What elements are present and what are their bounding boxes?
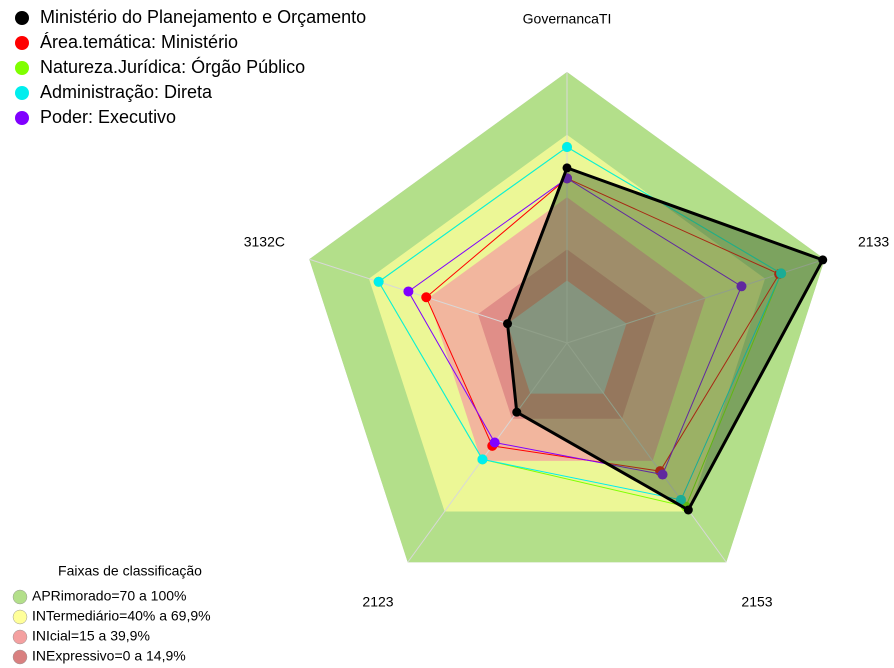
series-point: [675, 494, 686, 505]
legend-label: Poder: Executivo: [40, 107, 176, 127]
series-point: [657, 469, 668, 480]
legend-marker: [15, 111, 29, 125]
axis-label: 2153: [741, 594, 772, 610]
band-marker: [12, 589, 28, 605]
legend-marker: [15, 86, 29, 100]
spoke: [309, 258, 568, 344]
band-label: APRimorado=70 a 100%: [32, 588, 187, 604]
band-label: INTermediário=40% a 69,9%: [32, 608, 211, 624]
series-point: [776, 268, 787, 279]
legend-label: Administração: Direta: [40, 82, 213, 102]
legend-label: Natureza.Jurídica: Órgão Público: [40, 56, 305, 77]
series-line: [505, 165, 825, 513]
axis-label: 2133: [858, 234, 889, 250]
series-line: [377, 146, 782, 501]
axis-label: 2123: [362, 594, 393, 610]
series-point: [512, 407, 522, 417]
band-label: INExpressivo=0 a 14,9%: [32, 648, 186, 664]
legend-label: Ministério do Planejamento e Orçamento: [40, 7, 366, 27]
series-point: [736, 281, 747, 292]
band-marker: [12, 609, 28, 625]
series-point: [503, 319, 513, 329]
series-point: [489, 437, 500, 448]
legend-marker: [15, 36, 29, 50]
band-label: INIcial=15 a 39,9%: [32, 628, 150, 644]
spoke: [407, 342, 568, 563]
legend-marker: [15, 11, 29, 25]
series-line: [407, 177, 743, 476]
series-point: [421, 292, 432, 303]
series-point: [683, 505, 693, 515]
legend-label: Área.temática: Ministério: [40, 32, 238, 52]
axis-label: GovernancaTI: [523, 11, 612, 27]
bands-title: Faixas de classificação: [58, 563, 202, 579]
series-point: [562, 163, 572, 173]
band-marker: [12, 629, 28, 645]
series-point: [477, 454, 488, 465]
band-marker: [12, 649, 28, 665]
axis-label: 3132C: [244, 234, 285, 250]
series-point: [403, 286, 414, 297]
legend-marker: [15, 61, 29, 75]
series-point: [373, 276, 384, 287]
series-point: [562, 142, 572, 153]
series-point: [818, 255, 828, 265]
spoke: [566, 342, 727, 563]
